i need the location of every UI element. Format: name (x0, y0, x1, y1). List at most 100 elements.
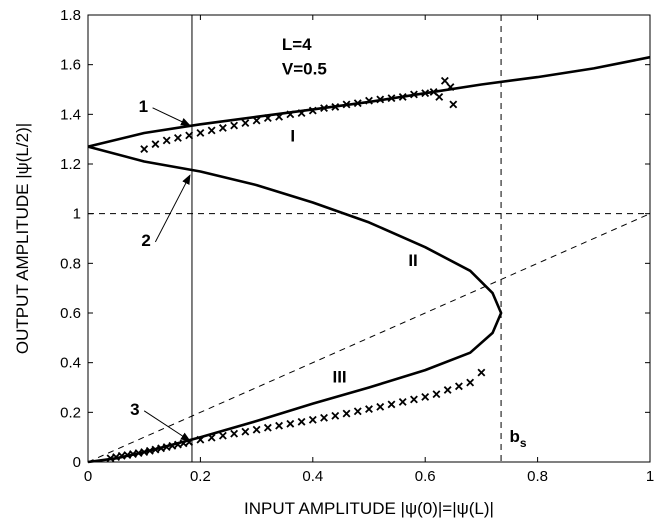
data-marker (112, 453, 121, 461)
data-marker (275, 421, 284, 430)
annotation-label: 1 (139, 97, 148, 116)
data-marker (308, 415, 317, 424)
data-marker (398, 93, 407, 101)
data-marker (286, 110, 295, 119)
data-marker (162, 443, 171, 452)
x-tick-label: 0.2 (190, 468, 211, 485)
data-marker (218, 431, 227, 440)
data-marker (421, 393, 430, 401)
y-tick-label: 1 (73, 206, 81, 223)
plot-frame (87, 14, 651, 463)
data-marker (398, 397, 407, 406)
data-marker (196, 435, 205, 444)
data-marker (123, 451, 132, 459)
data-marker (297, 109, 306, 118)
data-marker (387, 400, 396, 409)
data-marker (106, 454, 115, 463)
x-tick-label: 0.8 (527, 468, 548, 485)
data-marker (230, 429, 239, 438)
y-tick-label: 1.6 (60, 57, 81, 74)
annotation-label: 3 (130, 400, 139, 419)
data-marker (168, 441, 177, 450)
x-tick-label: 1 (646, 468, 654, 485)
data-marker (342, 100, 351, 109)
data-marker (365, 96, 373, 105)
param-label-v: V=0.5 (282, 60, 327, 79)
data-marker (151, 445, 160, 454)
x-tick-label: 0.6 (415, 468, 436, 485)
data-marker (297, 417, 306, 426)
data-marker (263, 114, 272, 122)
data-marker (342, 409, 351, 418)
data-marker (230, 121, 239, 130)
series-line-1 (87, 145, 503, 464)
data-marker (140, 448, 149, 457)
axis-ticks: 0 0.2 0.4 0.6 0.8 1 0 0.2 0.4 0.6 0.8 1 1.2 1.4 1.6 1.8 (60, 7, 654, 485)
reference-lines (87, 15, 651, 463)
x-axis-label: INPUT AMPLITUDE |ψ(0)|=|ψ(L)| (244, 499, 494, 518)
data-marker (320, 104, 328, 113)
data-marker (151, 140, 160, 149)
data-marker (446, 83, 455, 91)
data-marker (207, 433, 216, 442)
data-marker (207, 126, 216, 135)
y-tick-label: 0.4 (60, 355, 81, 372)
data-marker (353, 407, 362, 416)
data-marker (173, 133, 182, 142)
data-marker (162, 136, 171, 145)
data-marker (387, 94, 396, 103)
data-marker (477, 368, 486, 377)
annotation-label: II (408, 251, 417, 270)
data-marker (275, 112, 284, 121)
annotation-arrow (152, 107, 191, 126)
data-marker (331, 411, 340, 420)
annotation-label: I (290, 127, 295, 146)
data-marker (443, 386, 452, 394)
markers (106, 76, 486, 463)
data-marker (308, 106, 317, 115)
data-marker (421, 89, 430, 98)
reference-line-diagonal-3 (87, 213, 651, 463)
data-marker (157, 444, 165, 453)
data-marker (331, 102, 340, 111)
data-marker (410, 395, 418, 404)
x-tick-label: 0.4 (302, 468, 323, 485)
annotation-arrow (143, 410, 191, 442)
data-marker (140, 145, 149, 154)
data-marker (432, 390, 441, 399)
annotation-label: III (332, 368, 346, 387)
data-marker (353, 99, 362, 108)
data-marker (185, 131, 194, 140)
data-marker (252, 425, 261, 434)
annotation-label: bs (510, 427, 527, 450)
data-marker (365, 405, 373, 414)
y-axis-label: OUTPUT AMPLITUDE |ψ(L/2)| (13, 123, 32, 354)
data-marker (196, 129, 205, 137)
data-marker (252, 116, 261, 125)
data-marker (410, 90, 418, 99)
data-marker (286, 419, 295, 428)
data-marker (376, 402, 385, 411)
x-tick-label: 0 (84, 468, 92, 485)
y-tick-label: 1.4 (60, 106, 81, 123)
data-marker (376, 95, 385, 104)
y-tick-label: 0.2 (60, 404, 81, 421)
data-marker (241, 119, 250, 127)
data-marker (145, 446, 154, 455)
data-marker (320, 413, 328, 422)
annotation-label: 2 (141, 231, 150, 250)
data-marker (435, 93, 444, 101)
data-marker (440, 76, 449, 85)
data-marker (218, 124, 227, 132)
data-marker (241, 427, 250, 436)
data-marker (134, 449, 143, 457)
data-marker (449, 100, 458, 109)
y-tick-label: 0 (73, 454, 81, 471)
data-marker (173, 440, 182, 449)
data-marker (129, 450, 137, 458)
data-marker (263, 423, 272, 432)
y-tick-label: 0.6 (60, 305, 81, 322)
y-tick-label: 1.8 (60, 7, 81, 24)
